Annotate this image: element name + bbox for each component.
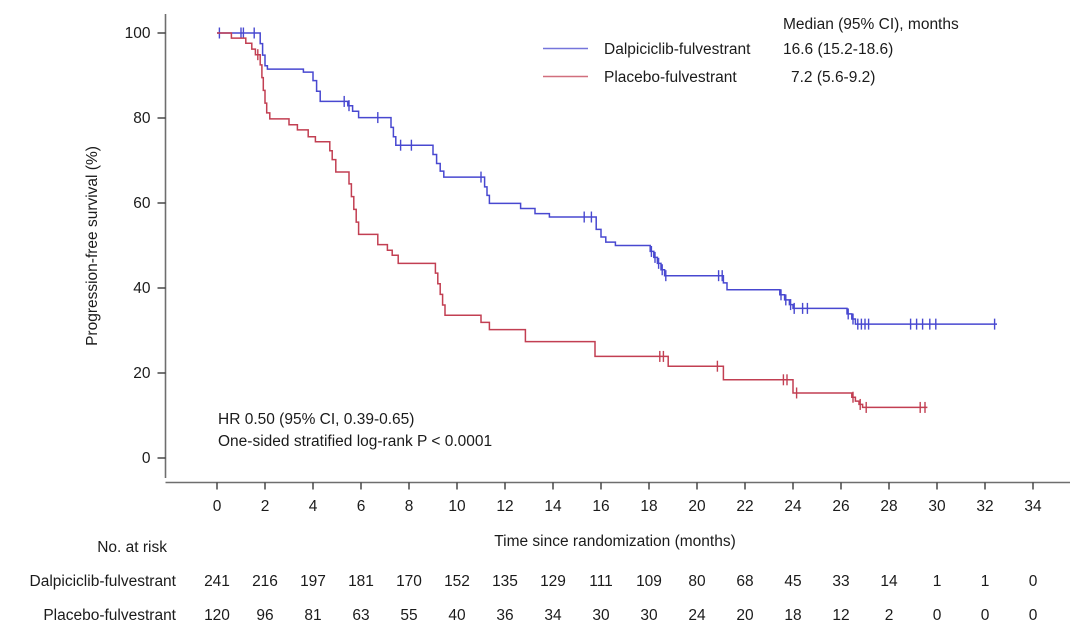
x-tick-label: 24 [784,498,802,515]
x-tick-label: 16 [592,498,609,515]
risk-count: 1 [933,573,942,590]
x-tick-label: 34 [1024,498,1042,515]
risk-count: 241 [204,573,230,590]
risk-count: 63 [352,607,369,624]
legend-header: Median (95% CI), months [783,16,959,33]
hr-text: HR 0.50 (95% CI, 0.39-0.65) [218,411,414,428]
risk-count: 68 [736,573,753,590]
risk-count: 216 [252,573,278,590]
x-tick-label: 20 [688,498,706,515]
x-tick-label: 0 [213,498,222,515]
y-tick-label: 20 [133,365,151,382]
risk-count: 120 [204,607,230,624]
risk-count: 30 [592,607,610,624]
legend: Median (95% CI), months Dalpiciclib-fulve… [543,16,959,86]
legend-entry-label: Placebo-fulvestrant [604,69,737,86]
risk-count: 197 [300,573,326,590]
risk-count: 170 [396,573,422,590]
y-tick-label: 0 [142,450,151,467]
risk-count: 81 [304,607,321,624]
risk-count: 0 [933,607,942,624]
risk-count: 33 [832,573,849,590]
risk-count: 55 [400,607,417,624]
risk-count: 18 [784,607,801,624]
hr-annotation: HR 0.50 (95% CI, 0.39-0.65) One-sided str… [218,411,492,450]
km-series-dalpiciclib [217,27,997,330]
risk-count: 24 [688,607,706,624]
km-curve [217,32,997,325]
y-tick-label: 100 [125,25,151,42]
risk-count: 36 [496,607,513,624]
risk-count: 111 [589,573,613,590]
risk-count: 0 [1029,573,1038,590]
y-tick-label: 40 [133,280,151,297]
risk-count: 0 [981,607,990,624]
risk-count: 109 [636,573,662,590]
y-tick-label: 80 [133,110,151,127]
x-tick-label: 14 [544,498,562,515]
x-tick-label: 26 [832,498,849,515]
risk-row-label: Dalpiciclib-fulvestrant [30,573,177,590]
legend-median-value: 7.2 (5.6-9.2) [791,69,875,86]
x-tick-label: 8 [405,498,414,515]
risk-count: 30 [640,607,658,624]
x-tick-label: 32 [976,498,993,515]
x-tick-label: 18 [640,498,657,515]
risk-count: 12 [832,607,849,624]
risk-count: 0 [1029,607,1038,624]
risk-count: 40 [448,607,466,624]
risk-count: 135 [492,573,518,590]
risk-count: 152 [444,573,470,590]
risk-count: 1 [981,573,990,590]
x-tick-label: 12 [496,498,513,515]
legend-median-value: 16.6 (15.2-18.6) [783,41,893,58]
risk-count: 181 [348,573,374,590]
risk-count: 129 [540,573,566,590]
y-tick-label: 60 [133,195,151,212]
km-curve [217,32,928,409]
x-axis-title: Time since randomization (months) [494,533,735,550]
risk-count: 34 [544,607,562,624]
risk-count: 20 [736,607,754,624]
x-tick-label: 10 [448,498,466,515]
risk-count: 14 [880,573,898,590]
legend-entry-label: Dalpiciclib-fulvestrant [604,41,751,58]
x-tick-label: 6 [357,498,366,515]
km-series-placebo [217,32,928,413]
x-tick-label: 2 [261,498,270,515]
pvalue-text: One-sided stratified log-rank P < 0.0001 [218,433,492,450]
x-tick-label: 30 [928,498,946,515]
risk-count: 45 [784,573,801,590]
risk-count: 2 [885,607,894,624]
risk-table-label: No. at risk [97,539,167,556]
x-tick-label: 22 [736,498,753,515]
x-tick-label: 28 [880,498,897,515]
x-tick-label: 4 [309,498,318,515]
risk-count: 80 [688,573,706,590]
risk-count: 96 [256,607,273,624]
risk-row-label: Placebo-fulvestrant [43,607,176,624]
y-axis-title: Progression-free survival (%) [84,146,101,346]
